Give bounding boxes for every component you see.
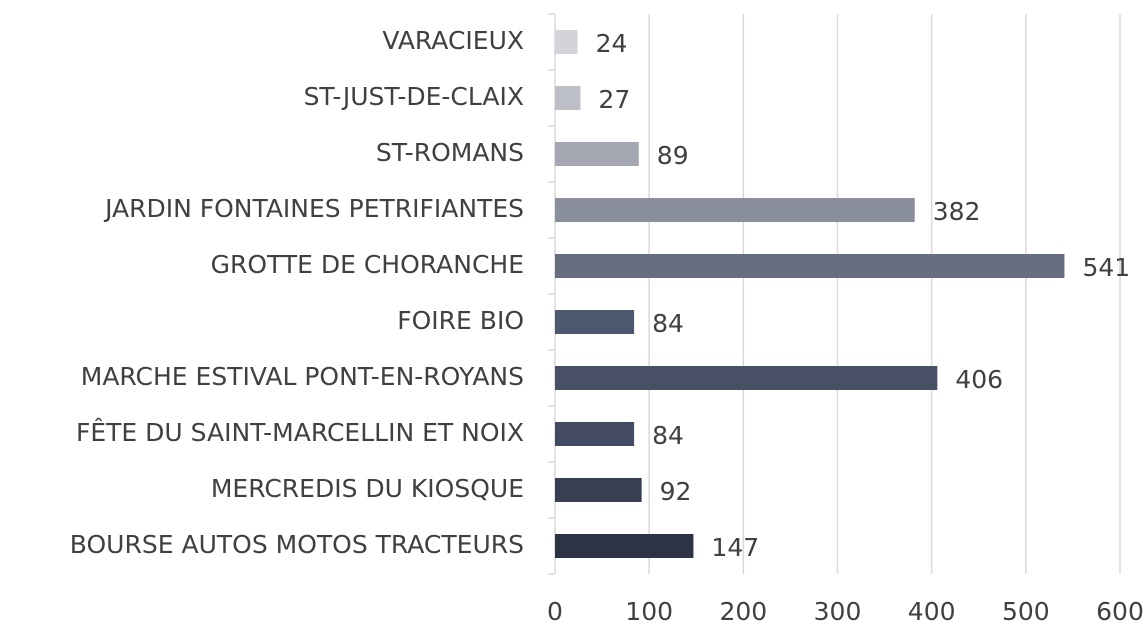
value-label: 406 [955,365,1003,394]
y-tick-label: JARDIN FONTAINES PETRIFIANTES [103,194,524,223]
bar [555,478,642,502]
bar [555,422,635,446]
x-tick-label: 300 [814,597,862,626]
y-tick-label: ST-JUST-DE-CLAIX [304,82,524,111]
x-tick-label: 0 [547,597,563,626]
value-label: 92 [660,477,692,506]
bar [555,198,915,222]
y-tick-label: GROTTE DE CHORANCHE [211,250,524,279]
value-label: 89 [657,141,689,170]
value-label: 24 [596,29,628,58]
bar [555,254,1065,278]
bar [555,366,938,390]
y-tick-label: MARCHE ESTIVAL PONT-EN-ROYANS [81,362,524,391]
value-label: 147 [711,533,759,562]
x-tick-label: 200 [719,597,767,626]
bar [555,310,635,334]
x-tick-label: 600 [1096,597,1144,626]
value-label: 27 [598,85,630,114]
x-tick-label: 500 [1002,597,1050,626]
y-tick-label: BOURSE AUTOS MOTOS TRACTEURS [70,530,524,559]
y-tick-label: FOIRE BIO [397,306,524,335]
bar [555,30,578,54]
x-tick-label: 100 [625,597,673,626]
value-label: 84 [652,421,684,450]
bar [555,142,639,166]
bar [555,86,581,110]
y-tick-label: ST-ROMANS [376,138,524,167]
value-label: 541 [1082,253,1130,282]
y-tick-label: MERCREDIS DU KIOSQUE [211,474,524,503]
y-tick-label: VARACIEUX [382,26,524,55]
x-tick-label: 400 [908,597,956,626]
bar [555,534,694,558]
value-label: 84 [652,309,684,338]
value-label: 382 [933,197,981,226]
y-tick-label: FÊTE DU SAINT-MARCELLIN ET NOIX [76,418,524,447]
